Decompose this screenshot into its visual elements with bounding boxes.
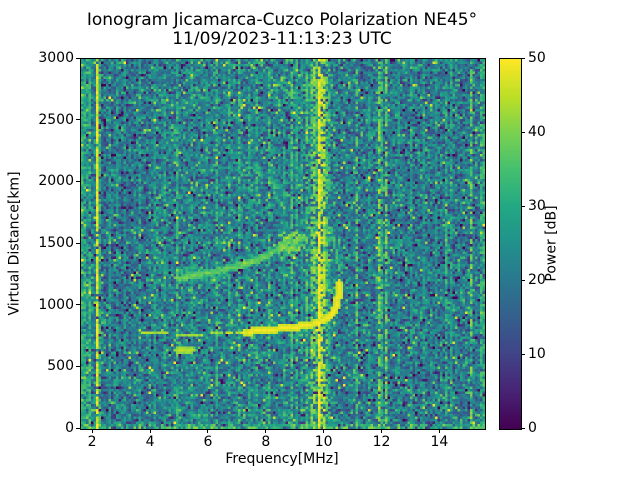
plot-area [80,58,486,430]
x-axis-tick-mark [438,429,440,433]
y-axis-tick-mark [76,57,80,59]
y-axis-tick-mark [76,180,80,182]
x-axis-tick-mark [149,429,151,433]
colorbar-tick-label: 30 [528,198,546,214]
colorbar-label: Power [dB] [543,205,560,282]
colorbar-tick-mark [521,279,525,281]
x-tick-label: 12 [372,434,391,450]
chart-title-line1: Ionogram Jicamarca-Cuzco Polarization NE… [86,10,478,30]
y-axis-tick-mark [76,304,80,306]
y-tick-label: 2000 [38,173,74,190]
x-tick-label: 4 [145,434,155,450]
x-tick-label: 2 [87,434,97,450]
y-axis-tick-mark [76,365,80,367]
y-tick-label: 0 [65,420,74,436]
x-tick-label: 8 [261,434,271,450]
colorbar-tick-label: 0 [528,420,537,436]
colorbar [499,58,522,430]
colorbar-tick-label: 40 [528,124,546,140]
x-tick-label: 14 [430,434,449,450]
colorbar-tick-label: 50 [528,50,546,66]
colorbar-tick-mark [521,57,525,59]
colorbar-gradient-canvas [500,59,521,429]
y-axis-tick-mark [76,242,80,244]
x-axis-tick-mark [207,429,209,433]
y-tick-label: 1500 [38,235,74,251]
x-tick-label: 6 [203,434,213,450]
colorbar-tick-mark [521,131,525,133]
x-axis-tick-mark [265,429,267,433]
y-tick-label: 500 [47,358,74,375]
colorbar-tick-mark [521,205,525,207]
y-axis-tick-mark [76,427,80,429]
chart-title-line2: 11/09/2023-11:13:23 UTC [172,29,392,49]
colorbar-tick-label: 10 [528,346,546,362]
colorbar-tick-mark [521,427,525,429]
x-axis-tick-mark [91,429,93,433]
y-tick-label: 1000 [38,296,74,313]
y-tick-label: 2500 [38,111,74,128]
colorbar-tick-mark [521,353,525,355]
y-tick-label: 3000 [38,50,74,66]
ionogram-heatmap-canvas [81,59,485,429]
x-axis-tick-mark [323,429,325,433]
y-axis-tick-mark [76,119,80,121]
x-axis-tick-mark [381,429,383,433]
colorbar-tick-label: 20 [528,272,546,288]
chart-title: Ionogram Jicamarca-Cuzco Polarization NE… [80,11,484,49]
x-axis-label: Frequency[MHz] [225,451,339,467]
x-tick-label: 10 [314,434,333,450]
